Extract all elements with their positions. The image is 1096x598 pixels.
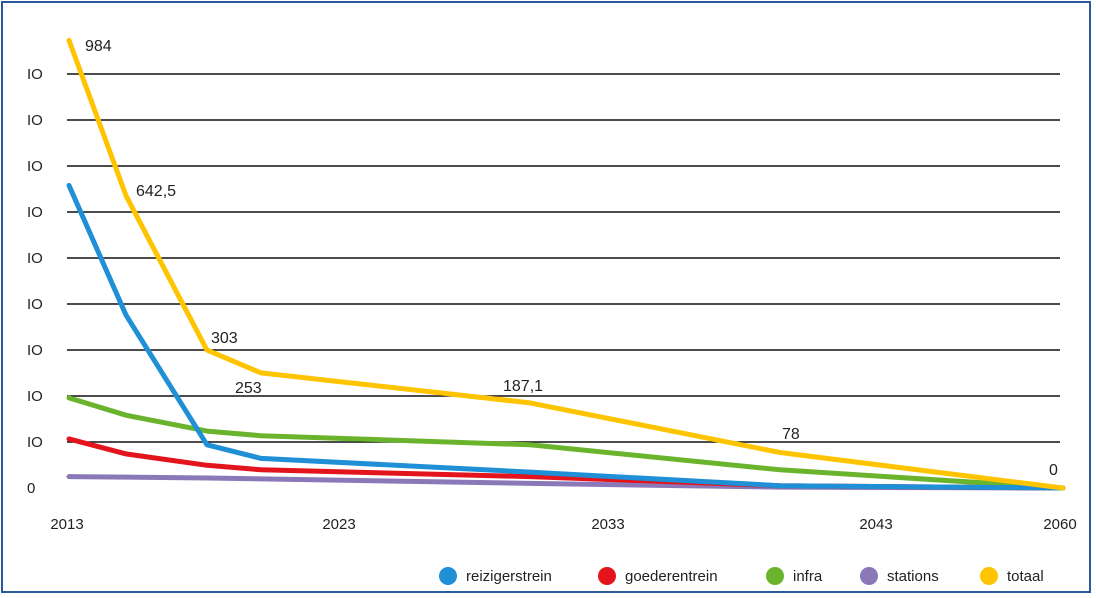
data-label: 303 bbox=[211, 330, 238, 347]
legend-swatch-stations bbox=[860, 567, 878, 585]
legend: reizigerstrein goederentrein infra stations… bbox=[439, 567, 1044, 585]
y-tick-label: IO bbox=[27, 434, 43, 451]
legend-swatch-goederentrein bbox=[598, 567, 616, 585]
legend-label: infra bbox=[793, 568, 823, 585]
series-line-reizigerstrein bbox=[66, 182, 1066, 491]
y-tick-label: IO bbox=[27, 112, 43, 129]
legend-label: totaal bbox=[1007, 568, 1044, 585]
y-tick-label: IO bbox=[27, 66, 43, 83]
gridlines bbox=[67, 73, 1060, 443]
y-axis-ticks: 0 IO IO IO IO IO IO IO IO IO bbox=[27, 66, 43, 497]
y-tick-label: IO bbox=[27, 158, 43, 175]
x-tick-label: 2060 bbox=[1043, 516, 1076, 533]
series-line-infra bbox=[66, 395, 1066, 491]
legend-label: stations bbox=[887, 568, 939, 585]
y-tick-label: IO bbox=[27, 204, 43, 221]
data-label: 642,5 bbox=[136, 183, 176, 200]
data-labels: 984 642,5 303 253 187,1 78 0 bbox=[85, 38, 1058, 479]
data-label: 253 bbox=[235, 380, 262, 397]
line-chart: 0 IO IO IO IO IO IO IO IO IO 2013 2023 2033 2043 2060… bbox=[27, 37, 1077, 585]
x-tick-label: 2023 bbox=[322, 516, 355, 533]
legend-label: goederentrein bbox=[625, 568, 718, 585]
series-line-totaal bbox=[66, 37, 1066, 491]
y-tick-label: 0 bbox=[27, 480, 35, 497]
legend-swatch-reizigerstrein bbox=[439, 567, 457, 585]
legend-label: reizigerstrein bbox=[466, 568, 552, 585]
x-tick-label: 2013 bbox=[50, 516, 83, 533]
x-axis-ticks: 2013 2023 2033 2043 2060 bbox=[50, 516, 1076, 533]
legend-swatch-infra bbox=[766, 567, 784, 585]
x-tick-label: 2043 bbox=[859, 516, 892, 533]
y-tick-label: IO bbox=[27, 388, 43, 405]
x-tick-label: 2033 bbox=[591, 516, 624, 533]
y-tick-label: IO bbox=[27, 342, 43, 359]
legend-swatch-totaal bbox=[980, 567, 998, 585]
y-tick-label: IO bbox=[27, 250, 43, 267]
series-lines bbox=[66, 37, 1066, 491]
data-label: 78 bbox=[782, 426, 800, 443]
data-label: 187,1 bbox=[503, 378, 543, 395]
y-tick-label: IO bbox=[27, 296, 43, 313]
data-label: 984 bbox=[85, 38, 112, 55]
data-label: 0 bbox=[1049, 462, 1058, 479]
